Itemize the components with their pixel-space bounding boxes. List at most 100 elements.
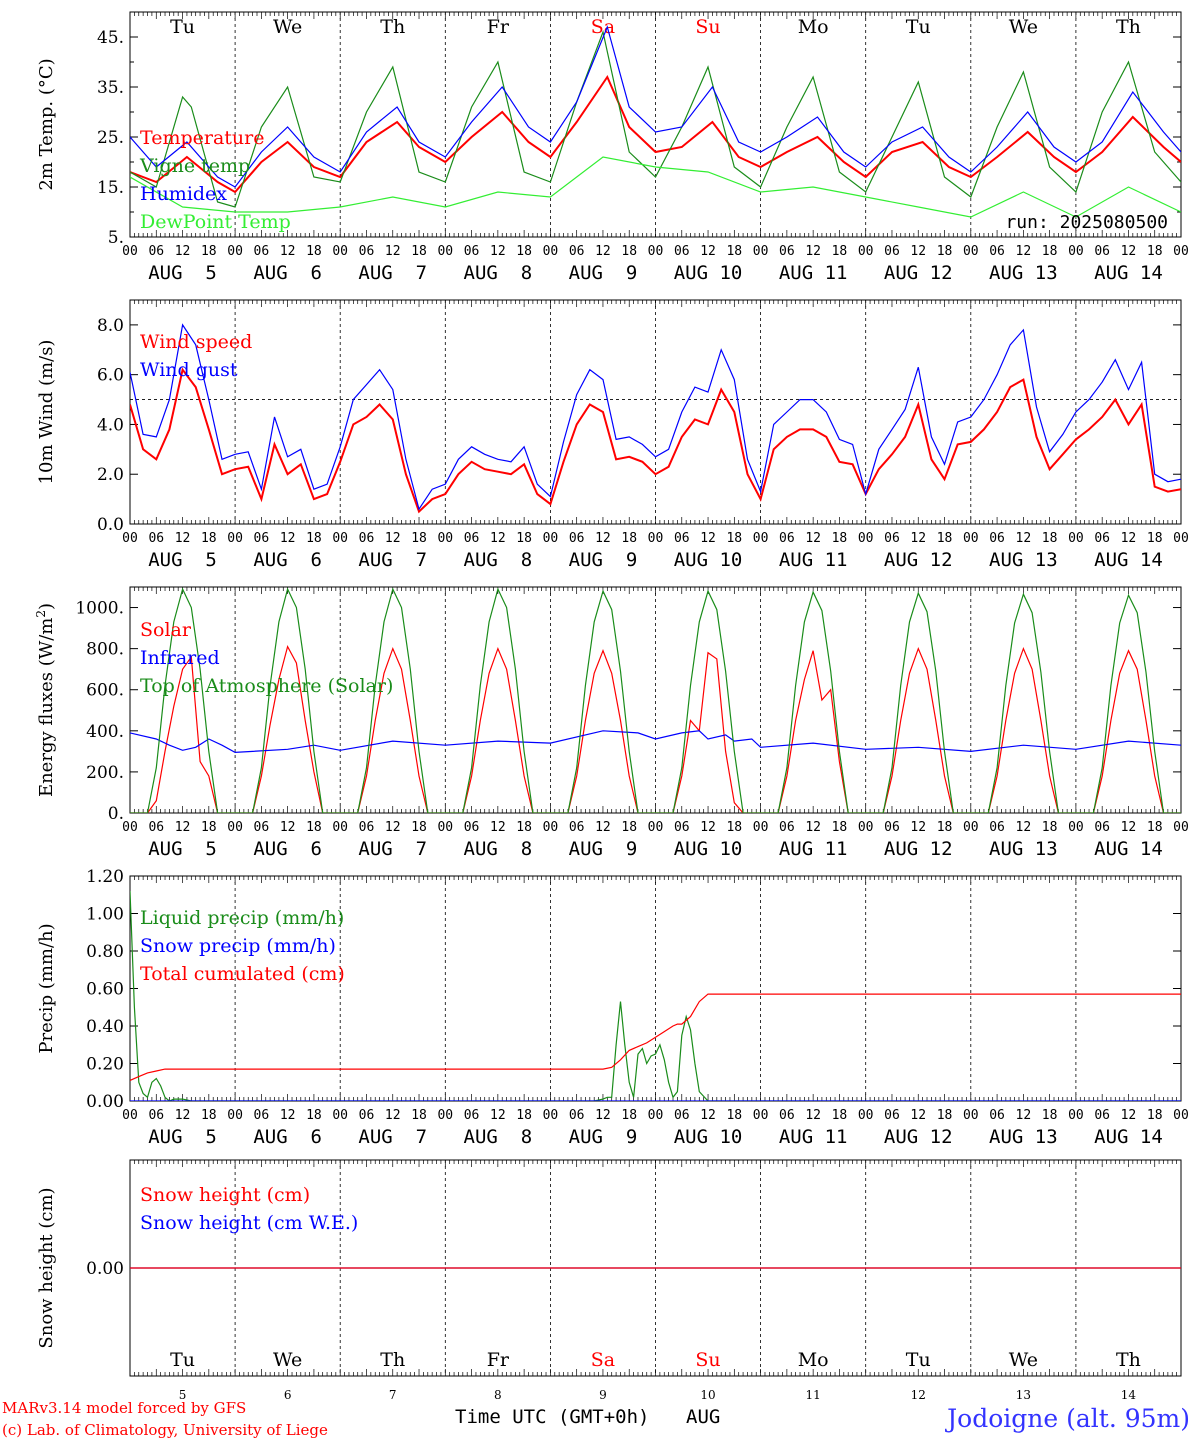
y-tick-label: 1000. [75, 599, 124, 619]
x-hour-label: 00 [858, 244, 874, 259]
x-date-label: AUG 14 [1094, 262, 1163, 284]
x-hour-label: 00 [1173, 1108, 1189, 1123]
x-hour-label: 06 [779, 1108, 795, 1123]
x-hour-label: 12 [805, 531, 821, 546]
series-top-of-atmosphere-solar [130, 587, 1181, 813]
x-hour-label: 12 [700, 820, 716, 835]
x-hour-label: 06 [884, 531, 900, 546]
x-date-label: AUG 5 [148, 262, 217, 284]
x-hour-label: 12 [805, 244, 821, 259]
x-date-label: AUG 10 [674, 838, 743, 860]
legend-entry: Infrared [140, 647, 220, 669]
x-date-label: AUG 9 [569, 549, 638, 571]
y-tick-label: 15. [97, 178, 124, 198]
y-tick-label: 25. [97, 128, 124, 148]
legend-entry: Wind gust [140, 359, 238, 381]
legend-entry: Snow height (cm) [140, 1184, 310, 1206]
x-date-label: AUG 14 [1094, 549, 1163, 571]
x-date-label: AUG 10 [674, 1126, 743, 1148]
panel-energy: 0. 200. 400. 600. 800. 1000. Energy fluxes (W/… [34, 586, 1189, 860]
x-hour-label: 18 [726, 1108, 742, 1123]
panel-snow: 0.00 Snow height (cm) Tu We Th Fr Sa Su Mo Tu We Th… [36, 1159, 1182, 1402]
x-date-label: AUG 10 [674, 262, 743, 284]
x-hour-label: 06 [254, 1108, 270, 1123]
lab-credit: (c) Lab. of Climatology, University of L… [2, 1421, 328, 1439]
x-hour-label: 06 [674, 244, 690, 259]
x-hour-label: 00 [1068, 244, 1084, 259]
x-hour-label: 00 [963, 244, 979, 259]
x-hour-label: 00 [543, 531, 559, 546]
y-tick-label: 1.20 [86, 867, 124, 887]
x-hour-label: 06 [569, 820, 585, 835]
y-axis-label-part: Energy fluxes (W/m [36, 618, 57, 797]
day-number: 9 [599, 1388, 607, 1402]
x-hour-label: 00 [543, 1108, 559, 1123]
x-hour-label: 00 [648, 531, 664, 546]
x-hour-label: 00 [753, 531, 769, 546]
x-hour-label: 18 [832, 244, 848, 259]
y-tick-label: 2.0 [97, 465, 124, 485]
x-hour-label: 18 [1147, 820, 1163, 835]
x-hour-label: 06 [569, 1108, 585, 1123]
x-hour-label: 18 [411, 820, 427, 835]
x-hour-label: 12 [805, 820, 821, 835]
x-hour-label: 00 [963, 531, 979, 546]
x-hour-label: 00 [543, 244, 559, 259]
y-tick-label: 200. [86, 763, 124, 783]
x-hour-label: 18 [411, 244, 427, 259]
x-hour-label: 06 [989, 820, 1005, 835]
x-hour-label: 00 [227, 531, 243, 546]
x-date-label: AUG 13 [989, 1126, 1058, 1148]
x-hour-label: 18 [306, 531, 322, 546]
x-hour-label: 12 [385, 1108, 401, 1123]
x-hour-label: 12 [1016, 1108, 1032, 1123]
x-hour-label: 06 [674, 531, 690, 546]
x-hour-label: 12 [1121, 1108, 1137, 1123]
x-hour-label: 00 [437, 244, 453, 259]
x-hour-label: 12 [280, 820, 296, 835]
x-hour-label: 06 [254, 244, 270, 259]
weekday-label: Th [380, 1349, 405, 1371]
x-hour-label: 06 [254, 531, 270, 546]
legend-entry: Vigne temp [139, 155, 250, 177]
x-hour-label: 18 [937, 244, 953, 259]
x-hour-label: 18 [201, 820, 217, 835]
legend-entry: Snow height (cm W.E.) [140, 1212, 358, 1234]
weekday-label: Tu [906, 16, 931, 38]
x-hour-label: 12 [910, 244, 926, 259]
y-axis-label: Snow height (cm) [36, 1187, 57, 1348]
x-hour-label: 06 [464, 531, 480, 546]
x-date-label: AUG 8 [464, 1126, 533, 1148]
x-hour-label: 06 [779, 244, 795, 259]
x-hour-label: 00 [1173, 531, 1189, 546]
x-hour-label: 12 [280, 531, 296, 546]
x-hour-label: 18 [306, 820, 322, 835]
legend-entry: Total cumulated (cm) [140, 963, 345, 985]
legend-entry: DewPoint Temp [140, 211, 291, 233]
x-hour-label: 06 [989, 244, 1005, 259]
x-hour-label: 00 [122, 531, 138, 546]
series-dewpoint-temp [130, 156, 1181, 218]
x-date-label: AUG 14 [1094, 838, 1163, 860]
x-hour-label: 18 [726, 820, 742, 835]
weekday-label: Tu [170, 16, 195, 38]
legend-entry: Solar [140, 619, 192, 641]
x-hour-label: 18 [621, 1108, 637, 1123]
day-number: 13 [1016, 1388, 1031, 1402]
y-tick-label: 0.0 [97, 515, 124, 535]
series-wind-gust [130, 323, 1181, 511]
x-hour-label: 18 [726, 531, 742, 546]
y-tick-label: 4.0 [97, 415, 124, 435]
weekday-label: Su [695, 16, 720, 38]
x-hour-label: 12 [910, 531, 926, 546]
y-axis-label: Precip (mm/h) [36, 923, 57, 1053]
x-hour-label: 12 [910, 1108, 926, 1123]
series-humidex [130, 25, 1181, 188]
x-hour-label: 12 [385, 244, 401, 259]
panel-precip: 0.00 0.20 0.40 0.60 0.80 1.00 1.20 Precip (mm/h… [36, 867, 1189, 1148]
x-date-label: AUG 12 [884, 838, 953, 860]
x-hour-label: 12 [490, 1108, 506, 1123]
x-hour-label: 12 [1016, 531, 1032, 546]
x-hour-label: 06 [148, 820, 164, 835]
